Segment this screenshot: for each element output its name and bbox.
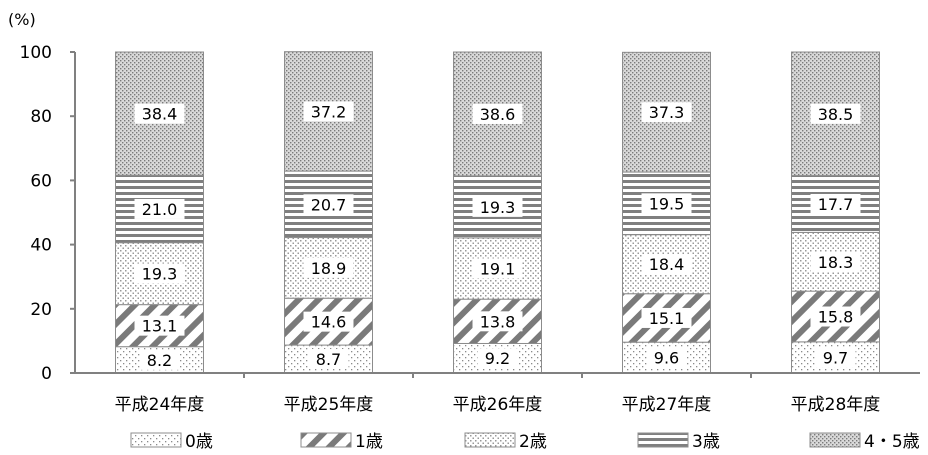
data-label: 18.9 xyxy=(311,259,347,278)
data-label-bg xyxy=(810,251,861,272)
data-label-bg xyxy=(308,349,349,370)
legend: 0歳 1歳 2歳 3歳 4・5歳 xyxy=(130,432,920,452)
x-category-label: 平成28年度 xyxy=(791,395,881,415)
data-label-bg xyxy=(477,348,518,369)
bar-stack: 9.6 15.1 18.4 19.5 37.3 xyxy=(622,51,711,374)
y-unit-label: (%) xyxy=(8,10,36,29)
data-label-bg xyxy=(815,347,856,368)
data-label: 17.7 xyxy=(818,195,854,214)
legend-swatch xyxy=(637,432,689,448)
bar-stack: 8.2 13.1 19.3 21.0 38.4 xyxy=(115,51,204,374)
data-label-bg xyxy=(472,258,523,279)
bar-stack: 9.7 15.8 18.3 17.7 38.5 xyxy=(791,51,880,374)
data-label: 21.0 xyxy=(142,200,178,219)
data-label: 38.5 xyxy=(818,105,854,124)
data-label: 37.2 xyxy=(311,102,347,121)
y-axis: 0 20 40 60 80 100 xyxy=(20,43,76,384)
data-label: 9.7 xyxy=(823,348,848,367)
data-label-bg xyxy=(139,349,180,370)
data-label: 38.6 xyxy=(480,105,516,124)
data-label: 19.3 xyxy=(480,198,516,217)
data-label: 15.1 xyxy=(649,309,685,328)
legend-swatch xyxy=(130,432,182,448)
bars: 8.2 13.1 19.3 21.0 38.4 8.7 14.6 18.9 20.7 37.2 9.… xyxy=(115,51,880,374)
legend-item: 2歳 xyxy=(464,432,547,452)
data-label-bg xyxy=(641,193,692,214)
y-tick-label: 40 xyxy=(30,236,52,256)
data-label: 37.3 xyxy=(649,103,685,122)
data-label: 19.1 xyxy=(480,260,516,279)
data-label: 18.3 xyxy=(818,253,854,272)
bar-stack: 8.7 14.6 18.9 20.7 37.2 xyxy=(284,51,373,374)
x-category-label: 平成25年度 xyxy=(284,395,374,415)
data-label: 8.7 xyxy=(316,350,341,369)
legend-item: 4・5歳 xyxy=(809,432,920,452)
legend-label: 2歳 xyxy=(519,432,547,452)
legend-swatch xyxy=(464,432,516,448)
data-label: 19.5 xyxy=(649,194,685,213)
data-label: 20.7 xyxy=(311,195,347,214)
data-label-bg xyxy=(810,306,861,327)
data-label-bg xyxy=(303,101,354,122)
data-label: 15.8 xyxy=(818,308,854,327)
data-label-bg xyxy=(303,194,354,215)
y-tick-label: 0 xyxy=(41,364,52,384)
legend-item: 3歳 xyxy=(637,432,720,452)
data-label-bg xyxy=(303,311,354,332)
legend-swatch xyxy=(809,432,861,448)
data-label: 9.6 xyxy=(654,349,679,368)
data-label: 13.8 xyxy=(480,312,516,331)
y-tick-label: 60 xyxy=(30,171,52,191)
x-category-label: 平成26年度 xyxy=(453,395,543,415)
data-label-bg xyxy=(472,196,523,217)
data-label: 13.1 xyxy=(142,317,178,336)
data-label-bg xyxy=(303,257,354,278)
data-label: 19.3 xyxy=(142,265,178,284)
data-label: 38.4 xyxy=(142,105,178,124)
data-label-bg xyxy=(134,315,185,336)
data-label-bg xyxy=(134,103,185,124)
data-label: 8.2 xyxy=(147,351,172,370)
x-category-label: 平成27年度 xyxy=(622,395,712,415)
data-label: 14.6 xyxy=(311,313,347,332)
data-label: 18.4 xyxy=(649,255,685,274)
data-label-bg xyxy=(134,198,185,219)
y-tick-label: 100 xyxy=(20,43,52,63)
legend-item: 0歳 xyxy=(130,432,213,452)
data-label: 9.2 xyxy=(485,349,510,368)
legend-label: 0歳 xyxy=(185,432,213,452)
data-label-bg xyxy=(641,307,692,328)
data-label-bg xyxy=(472,311,523,332)
bar-stack: 9.2 13.8 19.1 19.3 38.6 xyxy=(453,51,542,374)
legend-label: 3歳 xyxy=(692,432,720,452)
legend-label: 1歳 xyxy=(355,432,383,452)
data-label-bg xyxy=(134,263,185,284)
data-label-bg xyxy=(641,102,692,123)
x-axis: 平成24年度 平成25年度 平成26年度 平成27年度 平成28年度 xyxy=(75,372,920,415)
data-label-bg xyxy=(810,193,861,214)
legend-item: 1歳 xyxy=(300,432,383,452)
data-label-bg xyxy=(646,347,687,368)
y-tick-label: 80 xyxy=(30,107,52,127)
y-tick-label: 20 xyxy=(30,300,52,320)
data-label-bg xyxy=(472,103,523,124)
bar-segment xyxy=(453,51,542,177)
legend-label: 4・5歳 xyxy=(864,432,920,452)
x-category-label: 平成24年度 xyxy=(115,395,205,415)
legend-swatch xyxy=(300,432,352,448)
data-label-bg xyxy=(641,254,692,275)
data-label-bg xyxy=(810,103,861,124)
